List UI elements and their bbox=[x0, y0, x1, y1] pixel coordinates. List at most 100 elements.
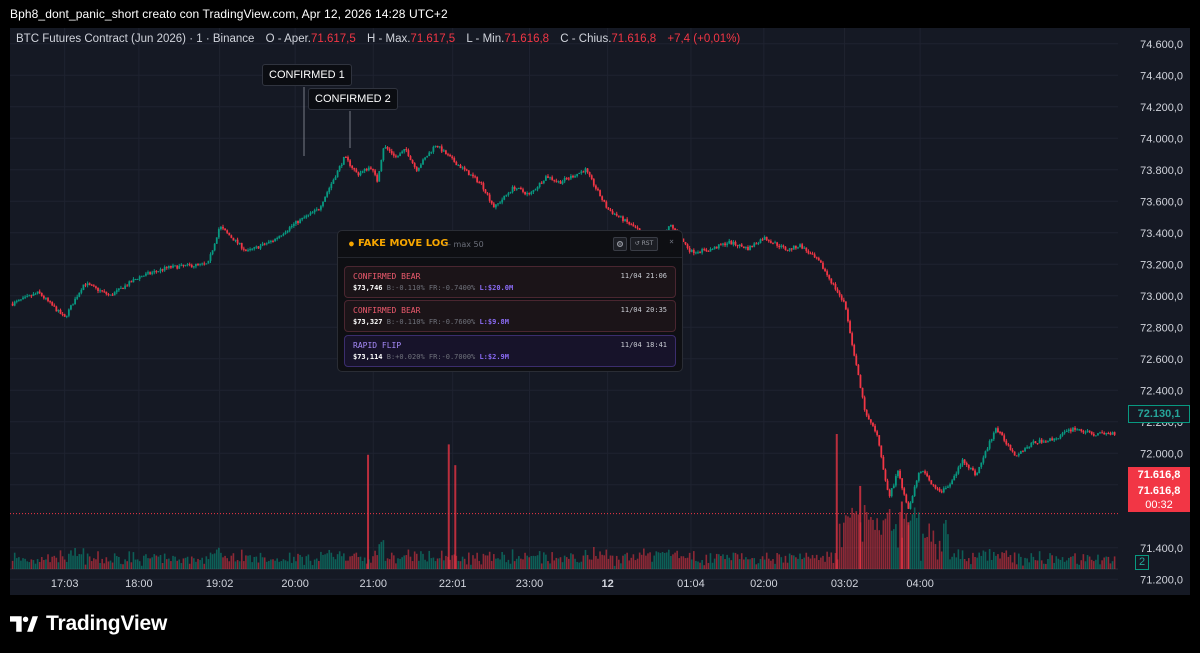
candle-body bbox=[763, 236, 766, 240]
candle-body bbox=[836, 289, 839, 293]
candle-body bbox=[249, 249, 251, 251]
candle-body bbox=[949, 484, 951, 487]
volume-bar bbox=[678, 558, 681, 569]
tradingview-logo[interactable]: TradingView bbox=[10, 612, 167, 636]
candle-body bbox=[201, 263, 204, 265]
candle-body bbox=[811, 253, 814, 255]
volume-bar bbox=[1047, 559, 1049, 569]
candle-body bbox=[336, 170, 339, 178]
candle-body bbox=[624, 219, 626, 222]
volume-bar bbox=[520, 558, 522, 569]
candle-body bbox=[1069, 429, 1072, 432]
volume-bar bbox=[997, 554, 999, 569]
volume-bar bbox=[270, 559, 272, 569]
candle-body bbox=[805, 247, 808, 251]
volume-bar bbox=[728, 557, 731, 569]
candle-body bbox=[449, 154, 451, 157]
volume-bar bbox=[26, 561, 28, 569]
candle-body bbox=[472, 174, 474, 177]
volume-bar bbox=[459, 561, 462, 569]
candle-body bbox=[776, 242, 779, 246]
volume-bar bbox=[259, 552, 262, 569]
pane-badge[interactable]: 2 bbox=[1135, 555, 1149, 570]
volume-bar bbox=[1038, 551, 1041, 569]
volume-bar bbox=[470, 564, 472, 569]
candle-body bbox=[882, 456, 885, 470]
candle-body bbox=[340, 164, 343, 167]
volume-bar bbox=[842, 522, 845, 569]
candle-body bbox=[284, 232, 287, 235]
fake-move-log-panel[interactable]: ● FAKE MOVE LOG — max 50 ↺ RST × CONFIRM… bbox=[337, 230, 683, 372]
volume-bar bbox=[230, 555, 233, 569]
candle-body bbox=[934, 485, 937, 489]
gear-icon[interactable] bbox=[613, 237, 627, 251]
volume-bar bbox=[370, 562, 372, 569]
log-entry[interactable]: RAPID FLIP 11/04 18:41 $73,114 B:+0.020%… bbox=[344, 335, 676, 367]
candle-body bbox=[1092, 433, 1095, 436]
volume-bar bbox=[455, 555, 458, 569]
price-chart[interactable]: 74.600,0 74.400,0 74.200,0 74.000,0 73.800,0… bbox=[10, 28, 1190, 595]
candle-body bbox=[280, 235, 283, 237]
candle-body bbox=[209, 254, 212, 261]
volume-bar bbox=[422, 553, 424, 569]
candle-body bbox=[57, 309, 60, 312]
log-entry[interactable]: CONFIRMED BEAR 11/04 20:35 $73,327 B:-0.… bbox=[344, 300, 676, 332]
volume-bar bbox=[882, 520, 885, 569]
volume-bar bbox=[840, 547, 843, 569]
volume-bar bbox=[532, 555, 535, 569]
volume-bar bbox=[51, 556, 53, 569]
volume-bar bbox=[774, 563, 776, 569]
candle-body bbox=[517, 187, 520, 189]
candle-body bbox=[961, 459, 964, 465]
volume-bar bbox=[957, 549, 960, 569]
log-entry-basis: B:-0.110% bbox=[386, 318, 425, 326]
volume-bar bbox=[478, 560, 481, 569]
candle-body bbox=[103, 291, 106, 293]
candle-body bbox=[182, 264, 185, 266]
volume-bar bbox=[428, 550, 431, 569]
volume-bar bbox=[793, 555, 795, 569]
volume-bar bbox=[126, 561, 128, 569]
candle-body bbox=[570, 175, 572, 179]
candle-body bbox=[222, 226, 224, 229]
volume-bar bbox=[184, 557, 187, 569]
volume-bar bbox=[807, 556, 810, 569]
volume-bar bbox=[351, 555, 353, 569]
volume-bar bbox=[143, 555, 145, 569]
volume-bar bbox=[963, 558, 966, 569]
candle-body bbox=[480, 182, 483, 184]
close-icon[interactable]: × bbox=[669, 237, 674, 246]
candle-body bbox=[1109, 433, 1112, 435]
candle-body bbox=[1103, 432, 1106, 435]
log-entry[interactable]: CONFIRMED BEAR 11/04 21:06 $73,746 B:-0.… bbox=[344, 266, 676, 298]
candle-body bbox=[97, 287, 99, 291]
volume-bar bbox=[247, 555, 249, 569]
volume-bar bbox=[322, 554, 324, 569]
candle-body bbox=[109, 294, 112, 296]
candle-body bbox=[399, 153, 401, 157]
candle-body bbox=[349, 160, 351, 166]
chart-frame[interactable]: 74.600,0 74.400,0 74.200,0 74.000,0 73.800,0… bbox=[10, 28, 1190, 595]
volume-bar bbox=[324, 554, 326, 569]
volume-bar bbox=[228, 561, 231, 569]
candle-body bbox=[769, 241, 772, 243]
reset-button[interactable]: ↺ RST bbox=[630, 237, 658, 251]
volume-bar bbox=[203, 563, 206, 569]
x-tick-label: 02:00 bbox=[750, 578, 778, 590]
candle-body bbox=[884, 469, 887, 481]
candle-body bbox=[432, 146, 435, 152]
candle-body bbox=[92, 285, 95, 287]
volume-spike bbox=[900, 501, 903, 569]
candle-body bbox=[438, 146, 441, 148]
volume-bar bbox=[936, 559, 939, 569]
candle-body bbox=[619, 216, 622, 218]
candle-body bbox=[999, 432, 1001, 434]
volume-bar bbox=[499, 559, 501, 569]
volume-bar bbox=[336, 554, 339, 569]
candle-body bbox=[697, 252, 699, 254]
candle-body bbox=[197, 264, 199, 266]
volume-bar bbox=[628, 560, 631, 569]
volume-bar bbox=[38, 561, 41, 569]
volume-bar bbox=[495, 558, 497, 569]
volume-bar bbox=[705, 554, 708, 569]
